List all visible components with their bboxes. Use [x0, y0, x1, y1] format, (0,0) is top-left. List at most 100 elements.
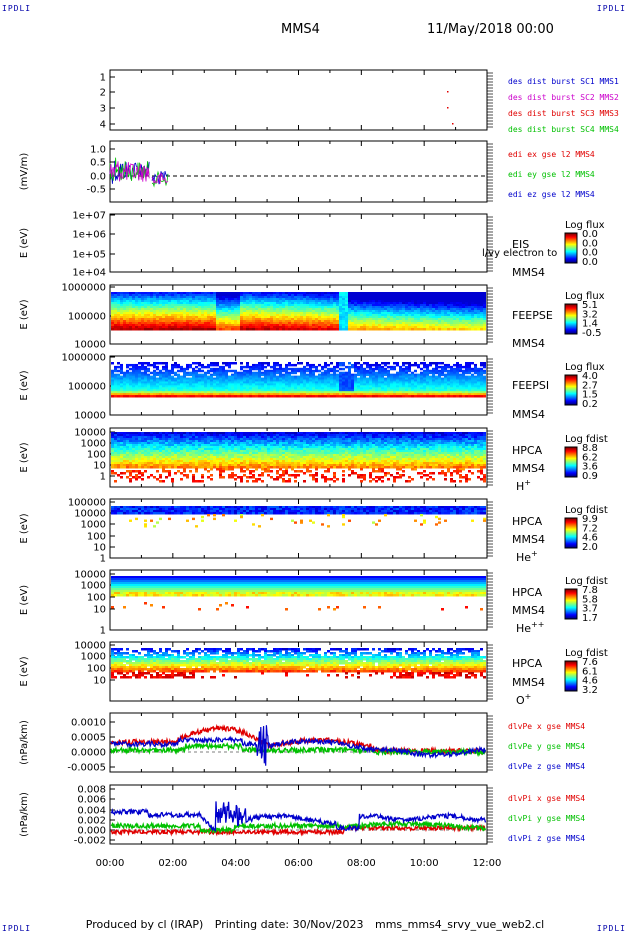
y-tick-label: 1 [100, 626, 106, 637]
colorbar-swatch [565, 304, 577, 306]
colorbar-swatch [565, 590, 577, 592]
y-tick-label: 100 [87, 450, 106, 461]
panel-frame-2 [109, 140, 488, 203]
colorbar-frame [564, 232, 578, 264]
colorbar-swatch [565, 321, 577, 323]
legend-item: des dist burst SC4 MMS4 [508, 125, 619, 134]
instrument-label: HPCA [512, 515, 543, 528]
colorbar-swatch [565, 452, 577, 454]
colorbar-swatch [565, 316, 577, 318]
y-tick-label: 10000 [74, 411, 106, 422]
y-axis-label: E (eV) [19, 513, 30, 543]
series-line [110, 741, 487, 758]
spectrogram-6 [111, 432, 486, 483]
colorbar-swatch [565, 461, 577, 463]
colorbar-swatch [565, 256, 577, 258]
colorbar-swatch [565, 242, 577, 244]
legend-item: dlvPi y gse MMS4 [508, 814, 585, 823]
colorbar-swatch [565, 539, 577, 541]
colorbar-swatch [565, 328, 577, 330]
y-tick-label: 3 [100, 104, 106, 115]
y-axis-label: E (eV) [19, 299, 30, 329]
colorbar-tick-label: -0.5 [582, 328, 602, 339]
spacecraft-label: MMS4 [512, 533, 545, 546]
colorbar-swatch [565, 469, 577, 471]
colorbar-swatch [565, 454, 577, 456]
y-tick-label: 0.002 [77, 816, 106, 827]
colorbar-swatch [565, 323, 577, 325]
date-title: 11/May/2018 00:00 [427, 22, 554, 37]
colorbar-swatch [565, 398, 577, 400]
colorbar-swatch [565, 474, 577, 476]
colorbar-swatch [565, 608, 577, 610]
y-axis-label: E (eV) [19, 585, 30, 615]
colorbar-swatch [565, 675, 577, 677]
colorbar-swatch [565, 682, 577, 684]
colorbar-swatch [565, 524, 577, 526]
colorbar-swatch [565, 317, 577, 319]
y-tick-label: 10 [93, 676, 106, 687]
corner-label-tl: IPDLI [2, 4, 32, 13]
colorbar-swatch [565, 518, 577, 520]
colorbar-swatch [565, 377, 577, 379]
colorbar-swatch [565, 540, 577, 542]
colorbar-swatch [565, 233, 577, 235]
colorbar-swatch [565, 607, 577, 609]
colorbar-swatch [565, 606, 577, 608]
colorbar-swatch [565, 593, 577, 595]
colorbar-tick-label: 6.1 [582, 666, 598, 677]
colorbar-swatch [565, 235, 577, 237]
y-axis-label: E (eV) [19, 370, 30, 400]
colorbar-swatch [565, 309, 577, 311]
colorbar-swatch [565, 464, 577, 466]
colorbar-swatch [565, 450, 577, 452]
colorbar-swatch [565, 238, 577, 240]
legend-item: dlvPe z gse MMS4 [508, 762, 585, 771]
colorbar-swatch [565, 537, 577, 539]
colorbar-swatch [565, 329, 577, 331]
colorbar-tick-label: 7.6 [582, 657, 598, 668]
y-axis-label: E (eV) [19, 656, 30, 686]
colorbar-swatch [565, 601, 577, 603]
instrument-label: HPCA [512, 444, 543, 457]
y-tick-label: 1 [100, 472, 106, 483]
colorbar-swatch [565, 667, 577, 669]
colorbar-tick-label: 3.2 [582, 685, 598, 696]
colorbar-swatch [565, 662, 577, 664]
y-tick-label: 10000 [74, 340, 106, 351]
y-tick-label: 1000000 [61, 353, 106, 364]
burst-mark [452, 123, 454, 125]
colorbar-swatch [565, 456, 577, 458]
colorbar-swatch [565, 392, 577, 394]
y-axis-label: E (eV) [19, 442, 30, 472]
y-axis-label: (nPa/km) [19, 720, 30, 765]
colorbar-swatch [565, 240, 577, 242]
colorbar-swatch [565, 595, 577, 597]
colorbar-tick-label: 0.0 [582, 238, 598, 249]
colorbar-swatch [565, 462, 577, 464]
x-tick-label: 08:00 [347, 858, 376, 869]
colorbar-swatch [565, 312, 577, 314]
colorbar-swatch [565, 254, 577, 256]
colorbar-swatch [565, 604, 577, 606]
series-line [110, 823, 486, 837]
y-axis-label: (mV/m) [19, 153, 30, 191]
colorbar-swatch [565, 396, 577, 398]
spectrogram-4 [111, 292, 486, 331]
y-tick-label: 10000 [74, 509, 106, 520]
series-line [110, 725, 487, 766]
colorbar-swatch [565, 687, 577, 689]
series-line [110, 819, 487, 835]
colorbar-swatch [565, 522, 577, 524]
spectrogram-8 [111, 576, 486, 611]
x-tick-label: 04:00 [221, 858, 250, 869]
colorbar-swatch [565, 669, 577, 671]
corner-label-br: IPDLI [596, 924, 626, 933]
colorbar-swatch [565, 613, 577, 615]
colorbar-swatch [565, 614, 577, 616]
colorbar-swatch [565, 307, 577, 309]
y-tick-label: 100000 [68, 382, 106, 393]
colorbar-tick-label: 5.8 [582, 594, 598, 605]
y-tick-label: 2 [100, 88, 106, 99]
colorbar-swatch [565, 676, 577, 678]
